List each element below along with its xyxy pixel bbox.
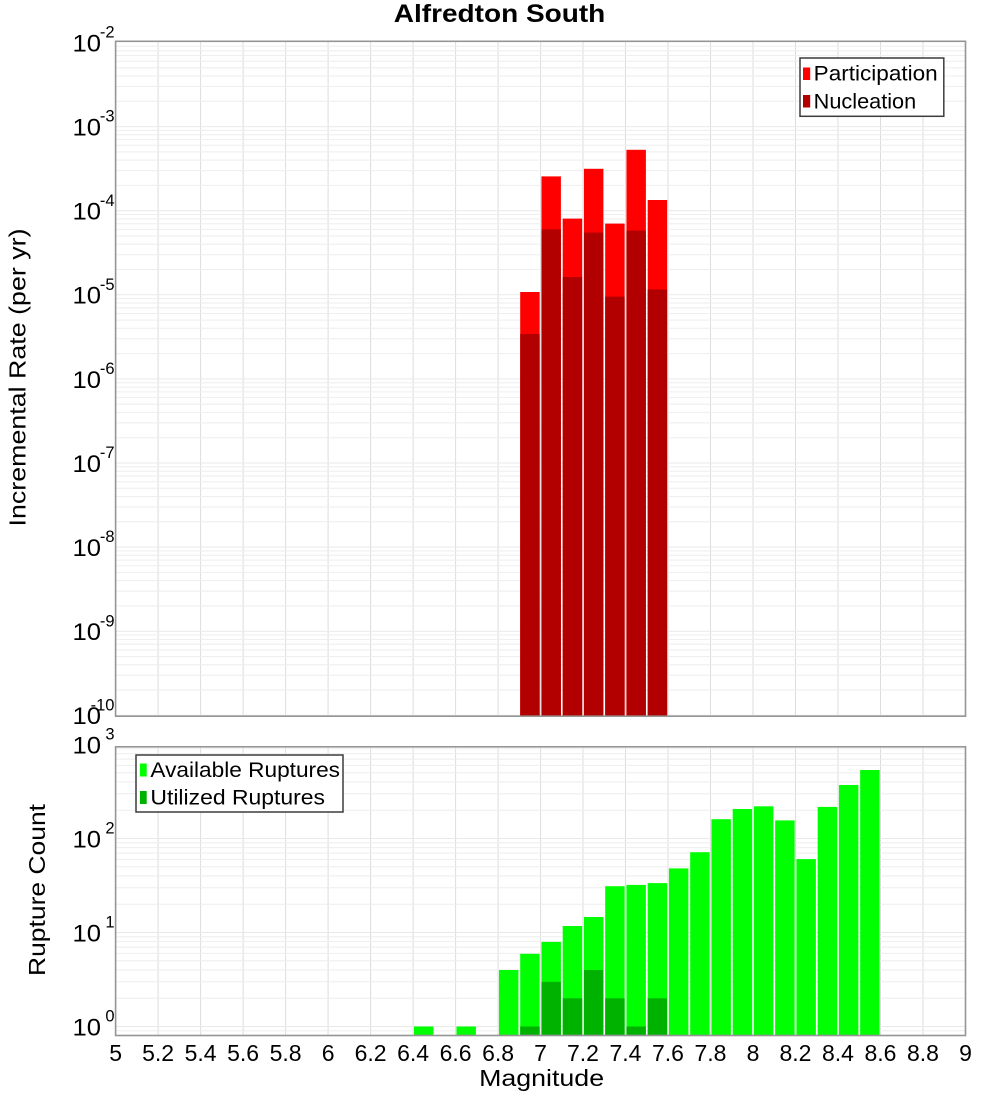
svg-text:5.4: 5.4 — [185, 1040, 217, 1066]
svg-text:5.8: 5.8 — [270, 1040, 302, 1066]
svg-text:9: 9 — [959, 1040, 972, 1066]
svg-text:1: 1 — [105, 914, 114, 932]
svg-text:8: 8 — [747, 1040, 760, 1066]
svg-text:6.2: 6.2 — [355, 1040, 387, 1066]
svg-text:7.8: 7.8 — [695, 1040, 727, 1066]
svg-text:0: 0 — [105, 1008, 114, 1026]
svg-text:5.2: 5.2 — [142, 1040, 174, 1066]
svg-text:-9: -9 — [100, 612, 115, 630]
svg-text:-4: -4 — [100, 192, 115, 210]
svg-text:10: 10 — [73, 367, 102, 394]
svg-text:10: 10 — [73, 30, 102, 57]
svg-text:-5: -5 — [100, 276, 115, 294]
svg-text:7.2: 7.2 — [567, 1040, 599, 1066]
svg-text:10: 10 — [73, 115, 102, 142]
svg-text:Rupture Count: Rupture Count — [24, 803, 50, 976]
svg-text:5: 5 — [109, 1040, 122, 1066]
svg-text:2: 2 — [105, 820, 114, 838]
svg-text:Nucleation: Nucleation — [814, 90, 917, 113]
svg-text:Alfredton South: Alfredton South — [394, 0, 606, 28]
svg-text:10: 10 — [73, 283, 102, 310]
svg-text:8.8: 8.8 — [907, 1040, 939, 1066]
svg-text:-10: -10 — [91, 696, 115, 714]
svg-text:10: 10 — [73, 826, 102, 853]
svg-text:Magnitude: Magnitude — [479, 1065, 604, 1091]
svg-text:7.6: 7.6 — [652, 1040, 684, 1066]
svg-text:-3: -3 — [100, 108, 115, 126]
svg-text:6: 6 — [322, 1040, 335, 1066]
svg-text:-2: -2 — [100, 24, 115, 42]
svg-text:7: 7 — [534, 1040, 547, 1066]
svg-text:6.6: 6.6 — [440, 1040, 472, 1066]
svg-text:Participation: Participation — [814, 62, 938, 85]
svg-text:Utilized Ruptures: Utilized Ruptures — [150, 787, 325, 810]
svg-text:10: 10 — [73, 451, 102, 478]
svg-text:6.4: 6.4 — [397, 1040, 429, 1066]
svg-text:10: 10 — [73, 732, 102, 759]
svg-text:Incremental Rate (per yr): Incremental Rate (per yr) — [5, 229, 31, 527]
svg-text:5.6: 5.6 — [227, 1040, 259, 1066]
svg-text:6.8: 6.8 — [482, 1040, 514, 1066]
svg-text:3: 3 — [105, 726, 114, 744]
svg-text:10: 10 — [73, 920, 102, 947]
svg-text:-6: -6 — [100, 360, 115, 378]
svg-text:-8: -8 — [100, 528, 115, 546]
svg-text:10: 10 — [73, 199, 102, 226]
svg-text:Available Ruptures: Available Ruptures — [150, 759, 340, 782]
svg-text:8.2: 8.2 — [780, 1040, 812, 1066]
svg-text:10: 10 — [73, 619, 102, 646]
svg-text:10: 10 — [73, 1014, 102, 1041]
svg-text:8.6: 8.6 — [865, 1040, 897, 1066]
svg-text:10: 10 — [73, 703, 102, 730]
svg-text:-7: -7 — [100, 444, 115, 462]
svg-text:7.4: 7.4 — [610, 1040, 642, 1066]
svg-text:10: 10 — [73, 535, 102, 562]
svg-text:8.4: 8.4 — [822, 1040, 854, 1066]
